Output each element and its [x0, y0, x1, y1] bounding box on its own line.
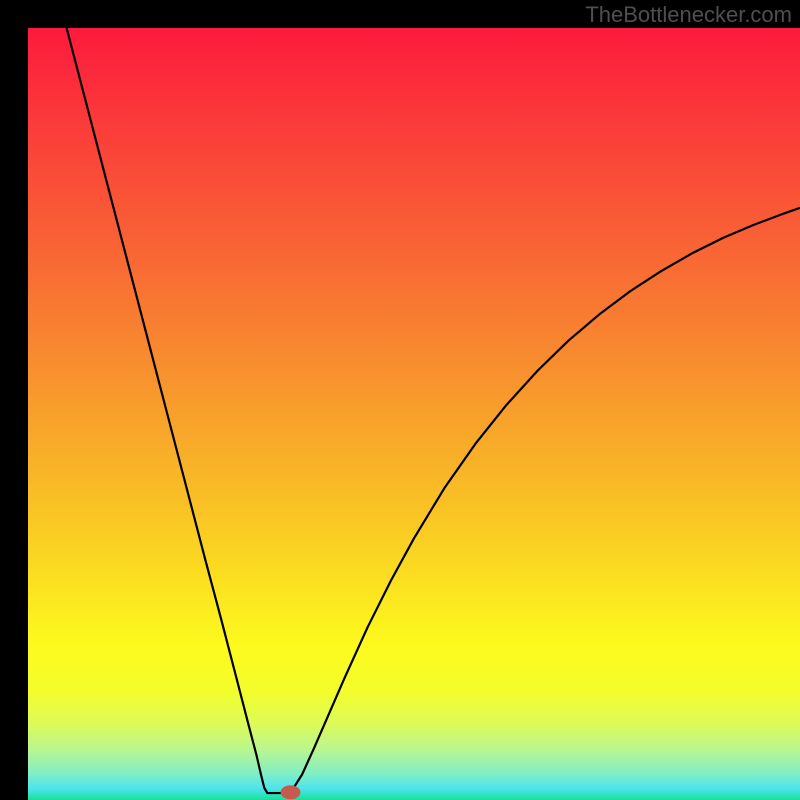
plot-area: [28, 28, 800, 800]
bottleneck-curve: [67, 28, 800, 793]
min-marker: [280, 785, 300, 799]
chart-curve-layer: [28, 28, 800, 800]
watermark-text: TheBottlenecker.com: [585, 2, 792, 28]
